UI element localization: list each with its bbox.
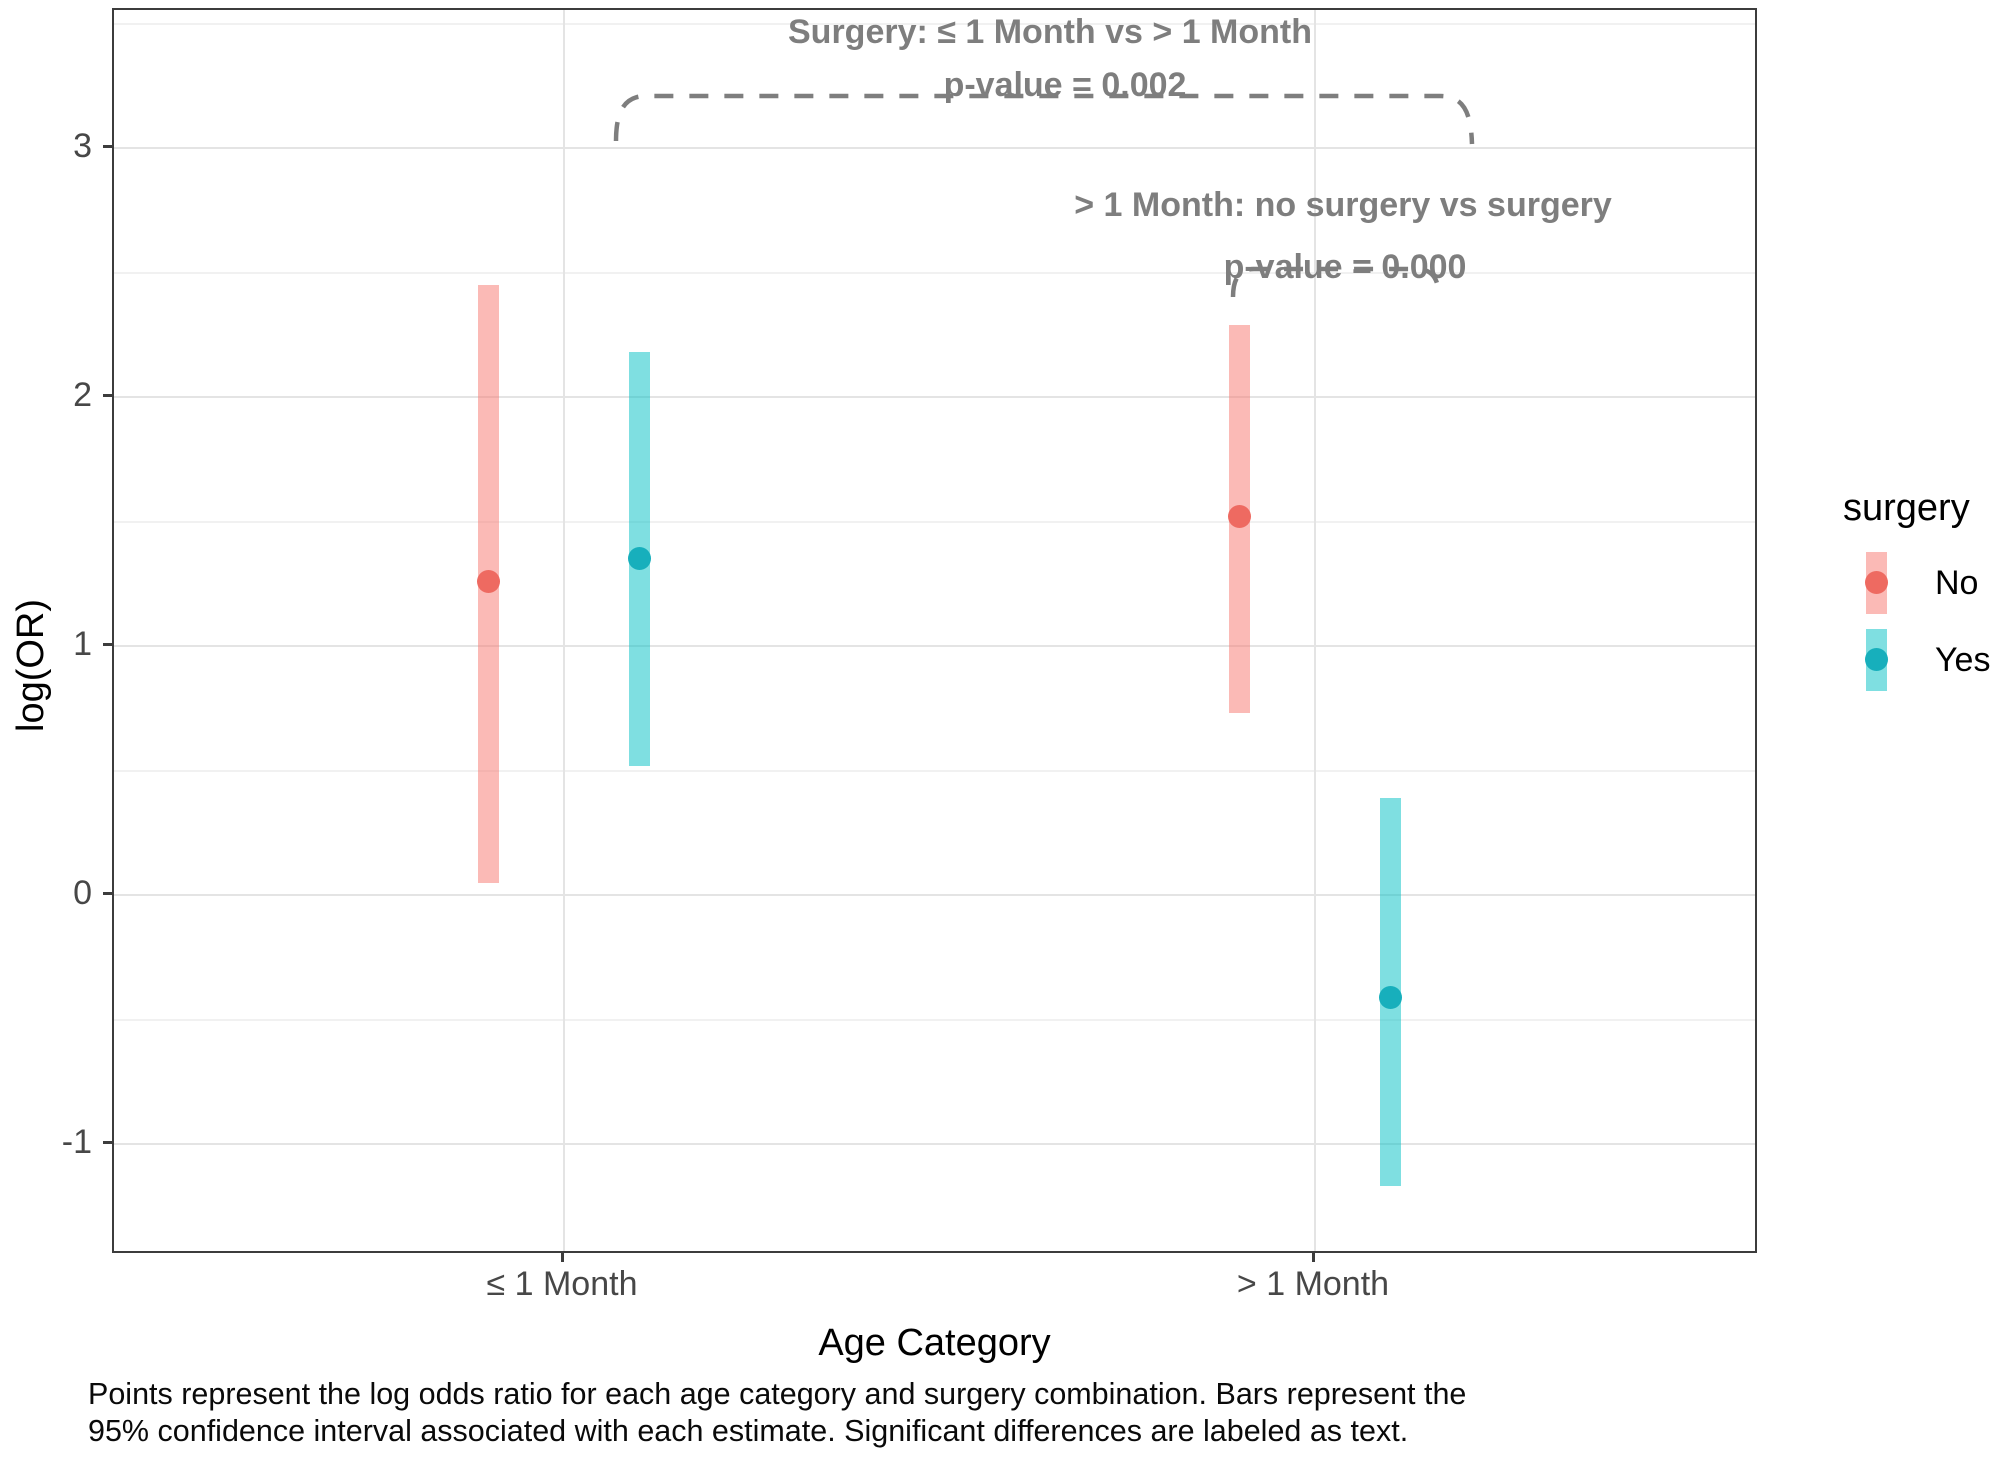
legend-key-yes xyxy=(1865,629,1888,691)
x-tick-label-le-1-month: ≤ 1 Month xyxy=(486,1265,638,1303)
caption: Points represent the log odds ratio for … xyxy=(88,1376,1948,1450)
gridline-major xyxy=(114,147,1755,149)
legend-label-yes: Yes xyxy=(1935,641,1991,679)
gridline-major xyxy=(114,645,1755,647)
plot-panel xyxy=(112,8,1757,1253)
gridline-vertical xyxy=(1314,10,1316,1251)
legend-label-no: No xyxy=(1935,564,1979,602)
annotation-surgery-comparison-title: > 1 Month: no surgery vs surgery xyxy=(1074,186,1612,224)
estimate-point-yes xyxy=(628,547,651,571)
gridline-major xyxy=(114,894,1755,896)
y-tick-mark xyxy=(103,393,112,397)
gridline-minor xyxy=(114,769,1755,772)
annotation-surgery-comparison-pvalue: p-value = 0.000 xyxy=(1223,248,1467,286)
gridline-vertical xyxy=(563,10,565,1251)
annotation-age-comparison-title: Surgery: ≤ 1 Month vs > 1 Month xyxy=(788,13,1312,51)
legend-key-no xyxy=(1865,552,1888,614)
caption-line2: 95% confidence interval associated with … xyxy=(88,1414,1409,1448)
gridline-minor xyxy=(114,22,1755,25)
y-tick-label: 1 xyxy=(73,625,92,663)
y-tick-label: 2 xyxy=(73,376,92,414)
legend-title: surgery xyxy=(1843,487,1970,529)
gridline-major xyxy=(114,396,1755,398)
y-tick-label: -1 xyxy=(61,1123,92,1161)
annotation-age-comparison-pvalue: p-value = 0.002 xyxy=(943,66,1187,104)
x-axis-title: Age Category xyxy=(818,1322,1051,1364)
gridline-major xyxy=(114,1143,1755,1145)
estimate-point-yes xyxy=(1379,985,1402,1009)
x-tick-label-gt-1-month: > 1 Month xyxy=(1236,1265,1390,1303)
y-tick-label: 3 xyxy=(73,127,92,165)
legend-entry-no: No xyxy=(1840,552,2000,614)
y-tick-mark xyxy=(103,891,112,895)
x-tick-mark xyxy=(560,1253,564,1262)
gridline-minor xyxy=(114,520,1755,523)
x-tick-mark xyxy=(1311,1253,1315,1262)
estimate-point-no xyxy=(1228,505,1251,529)
y-tick-mark xyxy=(103,144,112,148)
y-axis-title: log(OR) xyxy=(10,598,52,732)
y-tick-label: 0 xyxy=(73,874,92,912)
estimate-point-no xyxy=(477,569,500,593)
y-tick-mark xyxy=(103,1140,112,1144)
legend: surgery No Yes xyxy=(1840,486,2000,716)
gridline-minor xyxy=(114,1018,1755,1021)
legend-key-point-no xyxy=(1865,571,1888,594)
gridline-minor xyxy=(114,271,1755,274)
legend-key-point-yes xyxy=(1865,648,1888,671)
y-tick-mark xyxy=(103,642,112,646)
caption-line1: Points represent the log odds ratio for … xyxy=(88,1377,1467,1411)
legend-entry-yes: Yes xyxy=(1840,629,2000,691)
